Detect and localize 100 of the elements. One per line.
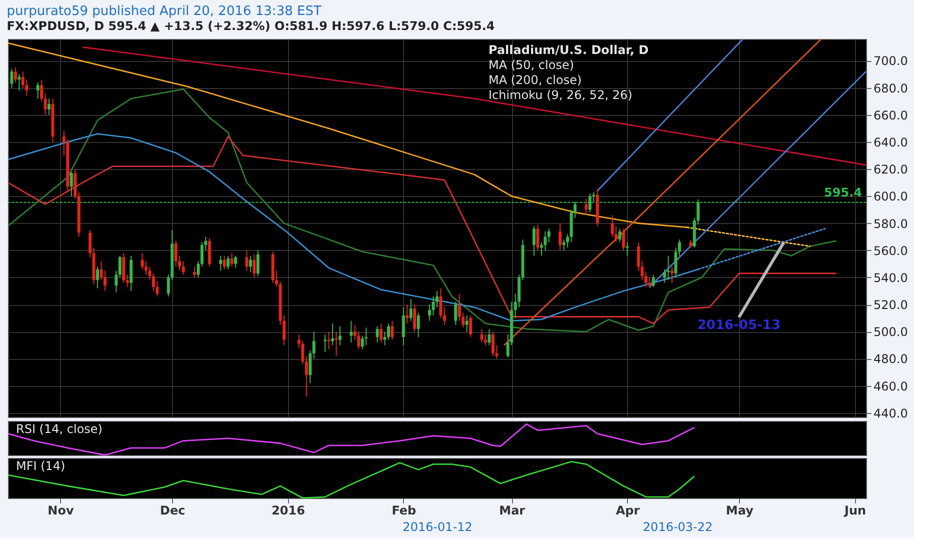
candlestick [652, 274, 655, 288]
y-tick-label: 680.0 [874, 81, 908, 96]
candlestick [219, 255, 222, 272]
candlestick [114, 270, 118, 293]
x-tick-label: Jun [844, 504, 866, 518]
candlestick [118, 255, 122, 278]
candlestick [331, 323, 334, 346]
candlestick [126, 274, 129, 288]
candlestick [442, 306, 446, 326]
annotation: MFI (14) [16, 459, 66, 473]
y-tick-label: 460.0 [874, 379, 908, 394]
candlestick [439, 288, 442, 319]
x-tick-label: Nov [48, 504, 74, 518]
candlestick [364, 327, 368, 346]
candlestick [230, 252, 234, 268]
candlestick [193, 266, 196, 278]
candlestick [40, 79, 44, 102]
x-tick-label: Mar [499, 504, 526, 518]
annotation: Ichimoku (9, 26, 52, 26) [488, 88, 632, 102]
candlestick [10, 68, 14, 88]
annotation: Palladium/U.S. Dollar, D [488, 43, 649, 57]
candlestick [174, 240, 178, 268]
candlestick [74, 168, 77, 200]
ref-line-label: 595.4 [824, 185, 862, 200]
candlestick [222, 255, 226, 270]
candlestick [350, 320, 353, 343]
candlestick [588, 192, 592, 213]
candlestick [566, 234, 570, 248]
candlestick [663, 268, 666, 284]
candlestick [70, 171, 73, 197]
candlestick [644, 272, 648, 288]
candlestick [122, 252, 126, 284]
candlestick [402, 306, 405, 346]
candlestick [380, 323, 383, 343]
candlestick [312, 331, 316, 360]
candlestick [558, 222, 562, 251]
candlestick [406, 304, 409, 324]
x-tick-label: May [726, 504, 754, 518]
candlestick [678, 239, 681, 256]
x-tick-label: Dec [160, 504, 186, 518]
chart-subtitle: FX:XPDUSD, D 595.4 ▲ +13.5 (+2.32%) O:581.9 H:597.6 L:579.0 C:595.4 [6, 18, 495, 33]
candlestick [536, 224, 540, 251]
candlestick [88, 230, 92, 258]
candlestick [488, 328, 491, 346]
y-tick-label: 600.0 [874, 190, 908, 204]
candlestick [454, 301, 458, 326]
candlestick [532, 225, 536, 256]
candlestick [409, 298, 412, 322]
y-tick-label: 700.0 [874, 54, 908, 68]
candlestick [674, 247, 678, 278]
text: 2016-03-22 [642, 520, 713, 534]
candlestick [130, 255, 133, 292]
y-tick-label: 660.0 [874, 108, 908, 122]
candlestick [208, 238, 211, 268]
candlestick [18, 74, 21, 91]
y-tick-label: 480.0 [874, 352, 908, 366]
candlestick [334, 331, 338, 357]
annotation: MA (50, close) [488, 58, 574, 72]
candlestick [36, 82, 40, 100]
candlestick [234, 255, 238, 268]
candlestick [390, 320, 394, 340]
candlestick [376, 326, 379, 343]
candlestick [491, 331, 494, 357]
x-tick-label: Apr [616, 504, 640, 518]
candlestick [304, 356, 308, 398]
candlestick [465, 314, 468, 332]
annotation: MA (200, close) [488, 73, 582, 87]
annotation: 2016-05-13 [697, 318, 781, 334]
candlestick [584, 198, 588, 216]
y-tick-label: 500.0 [874, 325, 908, 340]
candlestick [338, 326, 342, 346]
line-series [7, 133, 699, 322]
candlestick [48, 98, 51, 116]
candlestick [670, 266, 674, 284]
candlestick [245, 250, 248, 272]
y-tick-label: 440.0 [874, 406, 908, 420]
candlestick [14, 66, 17, 83]
candlestick [248, 255, 252, 273]
x-tick-label: 2016 [272, 504, 305, 518]
candlestick [308, 350, 312, 384]
candlestick [480, 328, 484, 343]
candlestick [428, 304, 432, 322]
y-tick-label: 560.0 [874, 244, 908, 258]
candlestick [44, 92, 47, 116]
candlestick [226, 255, 230, 270]
candlestick [416, 312, 420, 338]
line-series [7, 42, 688, 228]
candlestick [252, 254, 256, 278]
candlestick [666, 255, 670, 281]
y-tick-label: 640.0 [874, 135, 908, 150]
y-tick-label: 620.0 [874, 162, 908, 177]
candlestick [96, 266, 100, 289]
y-tick-label: 520.0 [874, 298, 908, 312]
candlestick [469, 314, 472, 338]
annotation: RSI (14, close) [16, 422, 102, 436]
y-tick-label: 580.0 [874, 216, 908, 231]
y-tick-label: 540.0 [874, 270, 908, 285]
x-tick-label: Feb [392, 504, 417, 518]
candlestick [413, 304, 416, 332]
text: 2016-01-12 [402, 520, 472, 534]
